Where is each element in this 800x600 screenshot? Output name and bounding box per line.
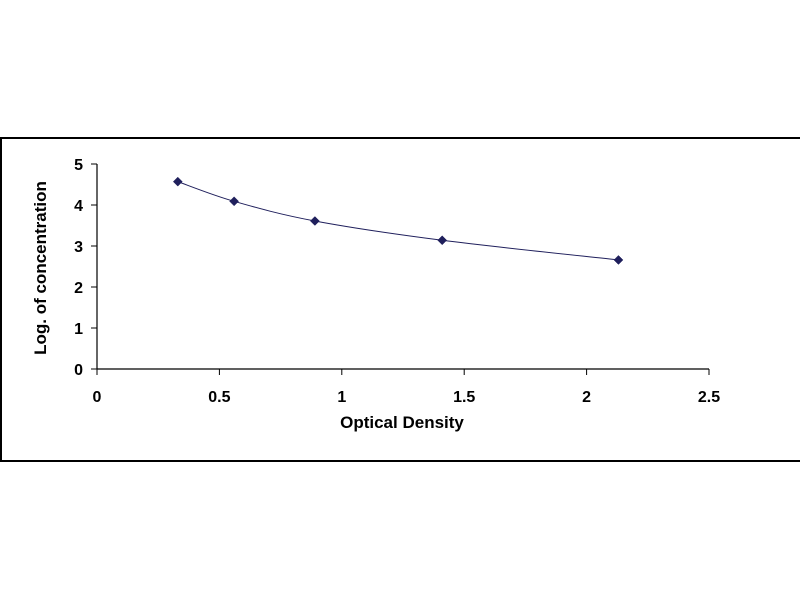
y-tick-label: 1 <box>74 321 83 338</box>
y-tick-label: 3 <box>74 239 83 256</box>
data-point <box>310 216 320 226</box>
chart-frame: 0 0.5 1 1.5 2 2.5 0 1 2 3 4 5 Optical Density Log.… <box>0 137 800 462</box>
data-point <box>172 176 183 187</box>
x-tick-label: 0.5 <box>208 389 230 406</box>
x-axis-ticks: 0 0.5 1 1.5 2 2.5 <box>93 369 720 406</box>
x-tick-label: 2 <box>582 389 591 406</box>
y-axis-title: Log. of concentration <box>31 181 50 355</box>
x-axis-title: Optical Density <box>340 413 464 432</box>
x-tick-label: 1 <box>337 389 346 406</box>
x-tick-label: 2.5 <box>698 389 720 406</box>
y-tick-label: 2 <box>74 280 83 297</box>
data-point <box>613 255 624 265</box>
data-points <box>172 176 624 265</box>
y-axis-ticks: 0 1 2 3 4 5 <box>74 157 97 379</box>
trend-line <box>177 181 619 261</box>
y-tick-label: 0 <box>74 362 83 379</box>
data-point <box>229 196 239 207</box>
y-tick-label: 5 <box>74 157 83 174</box>
chart: 0 0.5 1 1.5 2 2.5 0 1 2 3 4 5 Optical Density Log.… <box>31 157 720 432</box>
data-point <box>437 235 448 246</box>
axes <box>96 164 709 370</box>
x-tick-label: 1.5 <box>453 389 475 406</box>
x-tick-label: 0 <box>93 389 102 406</box>
y-tick-label: 4 <box>74 198 83 215</box>
